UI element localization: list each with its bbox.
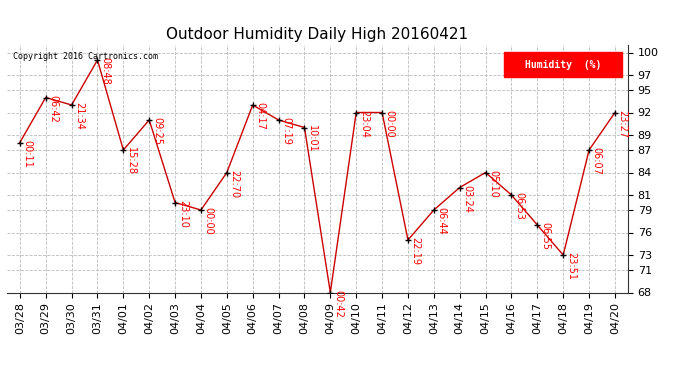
Text: 09:25: 09:25 <box>152 117 162 145</box>
Text: 08:48: 08:48 <box>100 57 110 85</box>
Text: 21:34: 21:34 <box>75 102 84 130</box>
Text: 00:42: 00:42 <box>333 290 343 318</box>
Text: 22:70: 22:70 <box>230 170 239 198</box>
Text: 07:19: 07:19 <box>282 117 291 145</box>
Text: 06:53: 06:53 <box>514 192 524 220</box>
Text: 03:24: 03:24 <box>462 185 473 213</box>
FancyBboxPatch shape <box>504 53 622 77</box>
Text: 04:17: 04:17 <box>255 102 266 130</box>
Text: 00:11: 00:11 <box>23 140 32 168</box>
Text: 06:44: 06:44 <box>437 207 446 235</box>
Text: 22:19: 22:19 <box>411 237 421 265</box>
Text: 06:07: 06:07 <box>592 147 602 175</box>
Text: 23:04: 23:04 <box>359 110 369 138</box>
Title: Outdoor Humidity Daily High 20160421: Outdoor Humidity Daily High 20160421 <box>166 27 469 42</box>
Text: 06:55: 06:55 <box>540 222 550 250</box>
Text: 06:42: 06:42 <box>48 95 59 123</box>
Text: 15:28: 15:28 <box>126 147 136 175</box>
Text: 23:10: 23:10 <box>178 200 188 228</box>
Text: Humidity  (%): Humidity (%) <box>524 60 601 70</box>
Text: 23:27: 23:27 <box>618 110 628 138</box>
Text: 10:01: 10:01 <box>307 125 317 153</box>
Text: 05:10: 05:10 <box>489 170 498 198</box>
Text: 23:51: 23:51 <box>566 252 576 280</box>
Text: Copyright 2016 Cartronics.com: Copyright 2016 Cartronics.com <box>13 53 158 62</box>
Text: 00:00: 00:00 <box>385 110 395 138</box>
Text: 00:00: 00:00 <box>204 207 214 235</box>
